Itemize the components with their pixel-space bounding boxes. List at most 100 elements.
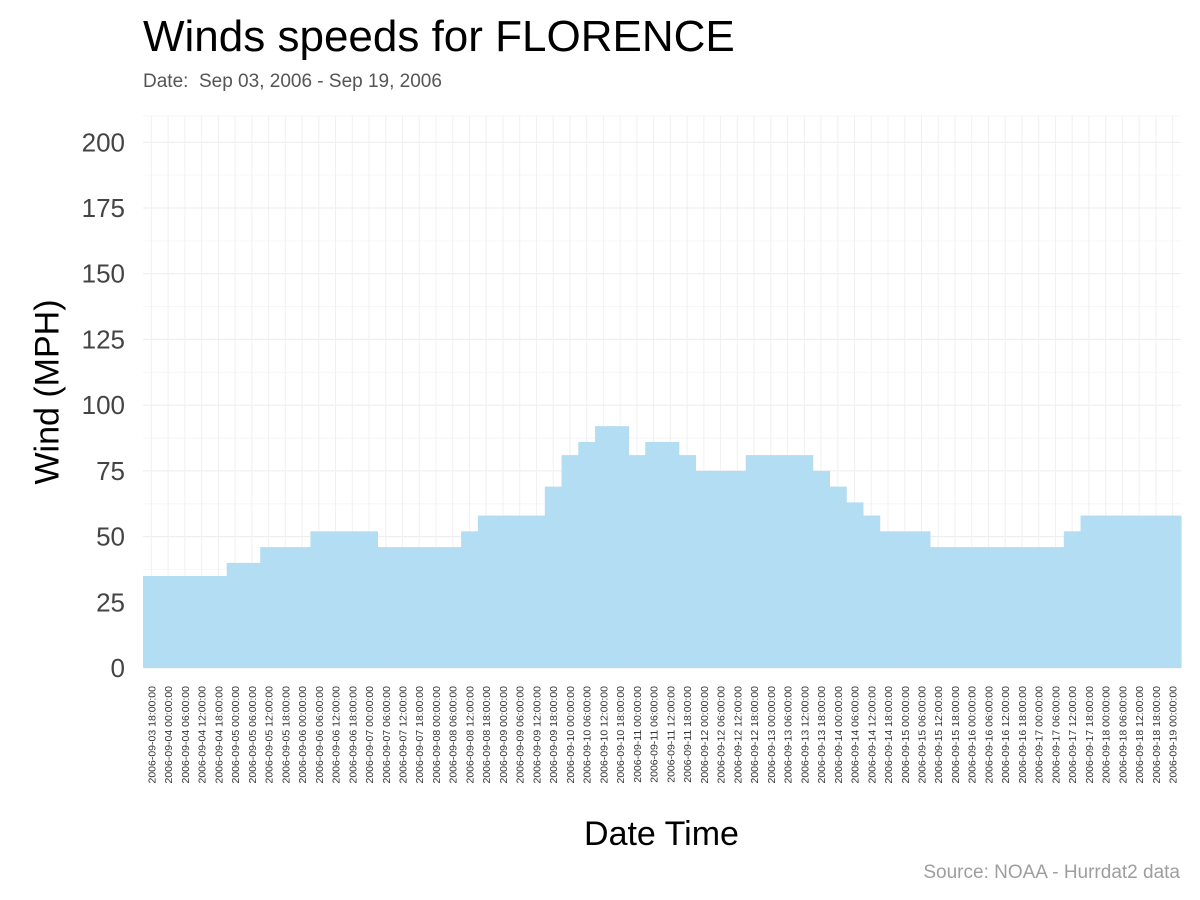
x-tick-label: 2006-09-14 18:00:00 (883, 686, 895, 784)
x-tick-label: 2006-09-16 06:00:00 (983, 686, 995, 784)
x-tick-label: 2006-09-18 00:00:00 (1101, 686, 1113, 784)
x-tick-label: 2006-09-14 12:00:00 (866, 686, 878, 784)
bar (343, 531, 362, 668)
x-tick-label: 2006-09-06 00:00:00 (297, 686, 309, 784)
bar (276, 547, 295, 668)
bar (394, 547, 412, 668)
x-tick-label: 2006-09-13 06:00:00 (783, 686, 795, 784)
x-tick-label: 2006-09-18 12:00:00 (1134, 686, 1146, 784)
x-tick-label: 2006-09-10 06:00:00 (582, 686, 594, 784)
bar (494, 515, 512, 668)
bar (762, 455, 780, 668)
bar (193, 576, 211, 668)
bar (377, 547, 395, 668)
bar (829, 486, 847, 668)
bar (1080, 515, 1098, 668)
x-tick-label: 2006-09-12 06:00:00 (716, 686, 728, 784)
bar (946, 547, 964, 668)
bar (327, 531, 345, 668)
bar (611, 426, 630, 668)
x-tick-label: 2006-09-08 18:00:00 (481, 686, 493, 784)
x-tick-label: 2006-09-09 18:00:00 (548, 686, 560, 784)
chart-title: Winds speeds for FLORENCE (143, 12, 735, 61)
bar (544, 486, 563, 668)
bar (360, 531, 378, 668)
bar (461, 531, 479, 668)
x-tick-label: 2006-09-18 18:00:00 (1151, 686, 1163, 784)
bar-layer (143, 426, 1182, 668)
bar (1147, 515, 1165, 668)
bar (528, 515, 546, 668)
bar (896, 531, 914, 668)
x-tick-label: 2006-09-15 18:00:00 (950, 686, 962, 784)
y-axis-title: Wind (MPH) (28, 299, 67, 485)
bar (862, 515, 881, 668)
x-tick-label: 2006-09-08 06:00:00 (448, 686, 460, 784)
y-tick-label: 75 (96, 456, 125, 486)
x-tick-label: 2006-09-10 18:00:00 (615, 686, 627, 784)
bar (795, 455, 814, 668)
x-tick-label: 2006-09-11 12:00:00 (665, 686, 677, 783)
x-tick-layer: 2006-09-03 18:00:00 2006-09-04 00:00:00 20… (146, 686, 1179, 784)
x-tick-label: 2006-09-04 00:00:00 (163, 686, 175, 784)
bar (1164, 515, 1182, 668)
y-tick-label: 125 (82, 324, 125, 354)
bar (143, 576, 161, 668)
bar (728, 470, 747, 668)
x-tick-label: 2006-09-05 18:00:00 (280, 686, 292, 784)
x-tick-label: 2006-09-04 12:00:00 (197, 686, 209, 784)
x-tick-label: 2006-09-16 18:00:00 (1017, 686, 1029, 784)
bar (980, 547, 998, 668)
x-tick-label: 2006-09-07 00:00:00 (364, 686, 376, 784)
x-tick-label: 2006-09-06 18:00:00 (347, 686, 359, 784)
bar (712, 470, 730, 668)
bar (293, 547, 312, 668)
x-tick-label: 2006-09-11 18:00:00 (682, 686, 694, 783)
bar (1047, 547, 1065, 668)
bar (410, 547, 429, 668)
x-tick-label: 2006-09-09 12:00:00 (531, 686, 543, 784)
bar (913, 531, 931, 668)
x-tick-label: 2006-09-04 06:00:00 (180, 686, 192, 784)
chart-subtitle: Date: Sep 03, 2006 - Sep 19, 2006 (143, 71, 442, 92)
bar (1013, 547, 1031, 668)
x-tick-label: 2006-09-13 00:00:00 (766, 686, 778, 784)
x-tick-label: 2006-09-08 12:00:00 (464, 686, 476, 784)
bar (628, 455, 646, 668)
bar (1063, 531, 1082, 668)
y-tick-label: 200 (82, 127, 125, 157)
bar (745, 455, 764, 668)
bar (1114, 515, 1132, 668)
x-tick-label: 2006-09-14 06:00:00 (850, 686, 862, 784)
y-tick-label: 0 (111, 653, 125, 683)
bar (662, 441, 680, 668)
bar (595, 426, 613, 668)
bar (444, 547, 462, 668)
y-tick-label: 150 (82, 259, 125, 289)
y-tick-label: 50 (96, 522, 125, 552)
x-tick-label: 2006-09-07 18:00:00 (414, 686, 426, 784)
bar (260, 547, 278, 668)
x-tick-label: 2006-09-12 12:00:00 (732, 686, 744, 784)
bar (561, 455, 579, 668)
x-tick-label: 2006-09-03 18:00:00 (146, 686, 158, 784)
bar (578, 441, 596, 668)
x-tick-label: 2006-09-18 06:00:00 (1117, 686, 1129, 784)
x-tick-label: 2006-09-07 06:00:00 (381, 686, 393, 784)
x-tick-label: 2006-09-19 00:00:00 (1168, 686, 1180, 784)
x-tick-label: 2006-09-13 12:00:00 (799, 686, 811, 784)
x-tick-label: 2006-09-13 18:00:00 (816, 686, 828, 784)
x-tick-label: 2006-09-09 00:00:00 (498, 686, 510, 784)
x-tick-label: 2006-09-08 00:00:00 (431, 686, 443, 784)
y-tick-label: 175 (82, 193, 125, 223)
x-tick-label: 2006-09-17 06:00:00 (1050, 686, 1062, 784)
x-tick-label: 2006-09-17 18:00:00 (1084, 686, 1096, 784)
bar (1030, 547, 1048, 668)
x-tick-label: 2006-09-06 12:00:00 (331, 686, 343, 784)
bar (243, 562, 261, 668)
x-tick-label: 2006-09-16 00:00:00 (967, 686, 979, 784)
bar (159, 576, 178, 668)
bar (812, 470, 831, 668)
